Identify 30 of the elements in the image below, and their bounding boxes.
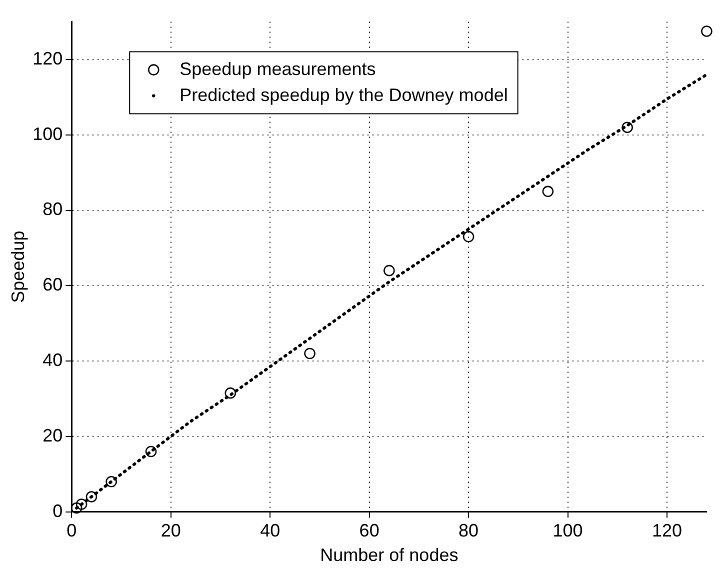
point: [76, 498, 88, 510]
x-tick-label: 80: [458, 520, 479, 541]
point: [701, 26, 712, 37]
point: [86, 491, 98, 502]
x-tick-label: 0: [66, 520, 77, 541]
point: [622, 122, 633, 133]
legend-label: Speedup measurements: [180, 58, 376, 79]
y-tick-label: 60: [42, 274, 63, 295]
point: [70, 502, 82, 514]
x-axis-title: Number of nodes: [320, 545, 458, 566]
point: [145, 446, 157, 458]
y-tick-label: 20: [42, 425, 63, 446]
point: [106, 476, 117, 488]
point: [462, 230, 474, 242]
x-tick-label: 100: [552, 520, 583, 541]
x-tick-label: 20: [160, 520, 181, 541]
point: [542, 186, 554, 198]
y-tick-label: 80: [42, 199, 63, 220]
y-axis-title: Speedup: [8, 230, 28, 303]
y-tick-label: 0: [52, 500, 63, 521]
x-tick-label: 60: [359, 520, 380, 541]
y-tick-label: 120: [32, 48, 63, 68]
x-tick-label: 40: [260, 520, 280, 541]
y-tick-label: 100: [32, 124, 63, 144]
point: [384, 264, 395, 276]
legend-label: Predicted speedup by the Downey model: [180, 84, 508, 105]
y-tick-label: 40: [42, 350, 63, 370]
point: [304, 348, 316, 360]
point: [224, 387, 236, 399]
x-tick-label: 120: [652, 520, 682, 541]
